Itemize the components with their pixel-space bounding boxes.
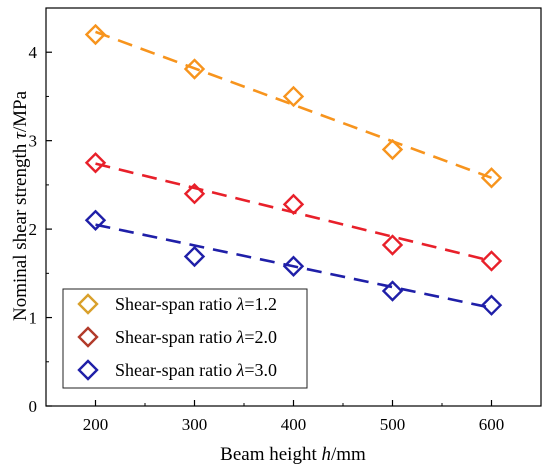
y-axis-title: Nominal shear strength τ/MPa <box>10 90 31 321</box>
y-tick-label: 3 <box>29 132 38 151</box>
data-point-series-3 <box>480 294 503 316</box>
legend-marker-series-1 <box>77 293 99 315</box>
data-point-series-2 <box>84 152 107 174</box>
y-tick-label: 2 <box>29 220 38 239</box>
legend-label-series-2: Shear-span ratio λ=2.0 <box>115 327 277 347</box>
data-point-series-3 <box>84 209 107 231</box>
data-point-series-1 <box>183 58 206 80</box>
data-point-series-2 <box>480 250 503 272</box>
data-point-series-3 <box>282 255 305 277</box>
x-tick-label: 400 <box>281 415 307 434</box>
y-tick-label: 4 <box>29 43 38 62</box>
data-point-series-2 <box>183 183 206 205</box>
y-tick-label: 0 <box>29 397 38 416</box>
legend-marker-series-3 <box>77 359 99 381</box>
data-point-series-1 <box>381 138 404 161</box>
data-point-series-3 <box>183 245 206 268</box>
x-tick-label: 600 <box>479 415 505 434</box>
legend-label-series-3: Shear-span ratio λ=3.0 <box>115 360 277 380</box>
plot-area <box>84 23 503 316</box>
data-point-series-1 <box>480 167 503 189</box>
data-point-series-1 <box>84 23 107 46</box>
legend-marker-series-2 <box>77 326 99 348</box>
legend-box <box>62 288 308 389</box>
x-tick-label: 200 <box>83 415 109 434</box>
axes: 200 300 400 500 600 0 1 2 3 4 <box>29 7 542 434</box>
data-point-series-3 <box>381 280 404 302</box>
legend-label-series-1: Shear-span ratio λ=1.2 <box>115 294 277 314</box>
legend: Shear-span ratio λ=1.2 Shear-span ratio … <box>62 288 308 389</box>
x-axis-title: Beam height h/mm <box>220 444 366 465</box>
x-tick-label: 300 <box>182 415 208 434</box>
trendline-series-3 <box>95 223 492 310</box>
x-tick-label: 500 <box>380 415 406 434</box>
data-point-series-2 <box>381 234 404 256</box>
y-tick-label: 1 <box>29 309 38 328</box>
data-point-series-1 <box>282 85 305 108</box>
data-point-series-2 <box>282 193 305 216</box>
